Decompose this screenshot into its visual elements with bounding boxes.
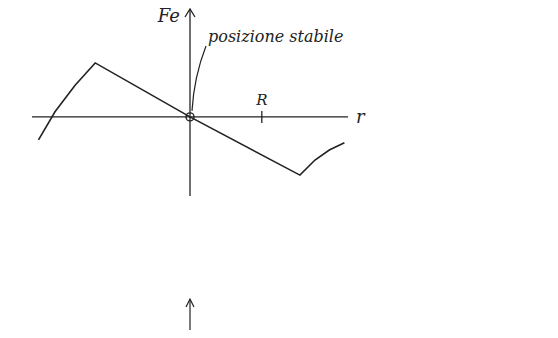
x-axis-title: r [356,106,366,127]
annotation-leader [192,46,206,111]
annotation-point [186,113,194,121]
y-axis-title: Fe [157,5,180,26]
x-tick-label: R [255,91,267,109]
annotation: posizione stabile [208,27,343,46]
pointer-arrow-head [186,299,194,307]
x-tick [261,111,262,123]
curve [39,63,345,175]
plot-area [39,63,345,175]
chart: Rr Fe posizione stabile [0,0,558,338]
pointer-arrow [189,300,190,330]
y-axis [189,9,190,196]
y-arrow [185,9,195,17]
